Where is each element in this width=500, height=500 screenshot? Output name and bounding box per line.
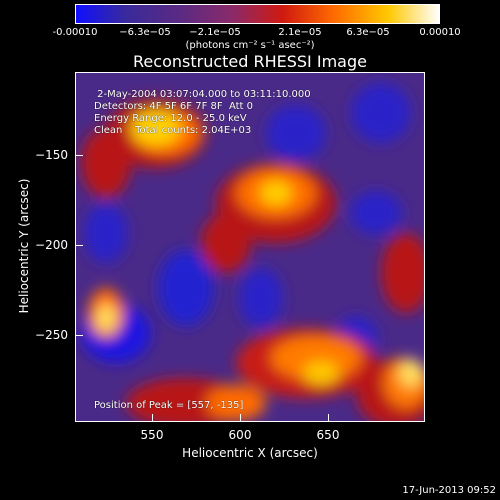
x-tick-mark [328,414,329,422]
x-tick-label: 550 [140,428,164,442]
datestamp: 17-Jun-2013 09:52 [402,485,496,496]
y-tick-mark [75,155,83,156]
colorbar [75,4,440,24]
x-axis-label: Heliocentric X (arcsec) [182,446,318,460]
x-tick-label: 650 [316,428,340,442]
detectors-label: Detectors: 4F 5F 6F 7F 8F Att 0 [94,101,254,112]
y-tick-mark [75,245,83,246]
colorbar-tick: 2.1e−05 [278,27,322,38]
y-tick-label: −250 [35,328,68,342]
colorbar-tick: -0.00010 [52,27,98,38]
colorbar-units: (photons cm⁻² s⁻¹ asec⁻²) [185,40,315,51]
colorbar-tick: 6.3e−05 [346,27,390,38]
y-axis-label: Heliocentric Y (arcsec) [17,178,31,314]
image-canvas [76,73,424,421]
x-tick-mark [152,414,153,422]
y-tick-mark [75,335,83,336]
colorbar-tick: 0.00010 [419,27,461,38]
time-range-label: 2-May-2004 03:07:04.000 to 03:11:10.000 [94,89,311,100]
x-tick-mark [240,414,241,422]
x-tick-label: 600 [228,428,252,442]
y-tick-label: −200 [35,238,68,252]
y-tick-label: −150 [35,148,68,162]
colorbar-tick: −2.1e−05 [189,27,241,38]
clean-counts-label: Clean Total counts: 2.04E+03 [94,125,252,136]
colorbar-tick: −6.3e−05 [119,27,171,38]
plot-title: Reconstructed RHESSI Image [133,52,367,71]
energy-range-label: Energy Range: 12.0 - 25.0 keV [94,113,247,124]
rhessi-image[interactable]: 2-May-2004 03:07:04.000 to 03:11:10.000 … [75,72,425,422]
peak-position-label: Position of Peak = [557, -135] [94,400,244,411]
